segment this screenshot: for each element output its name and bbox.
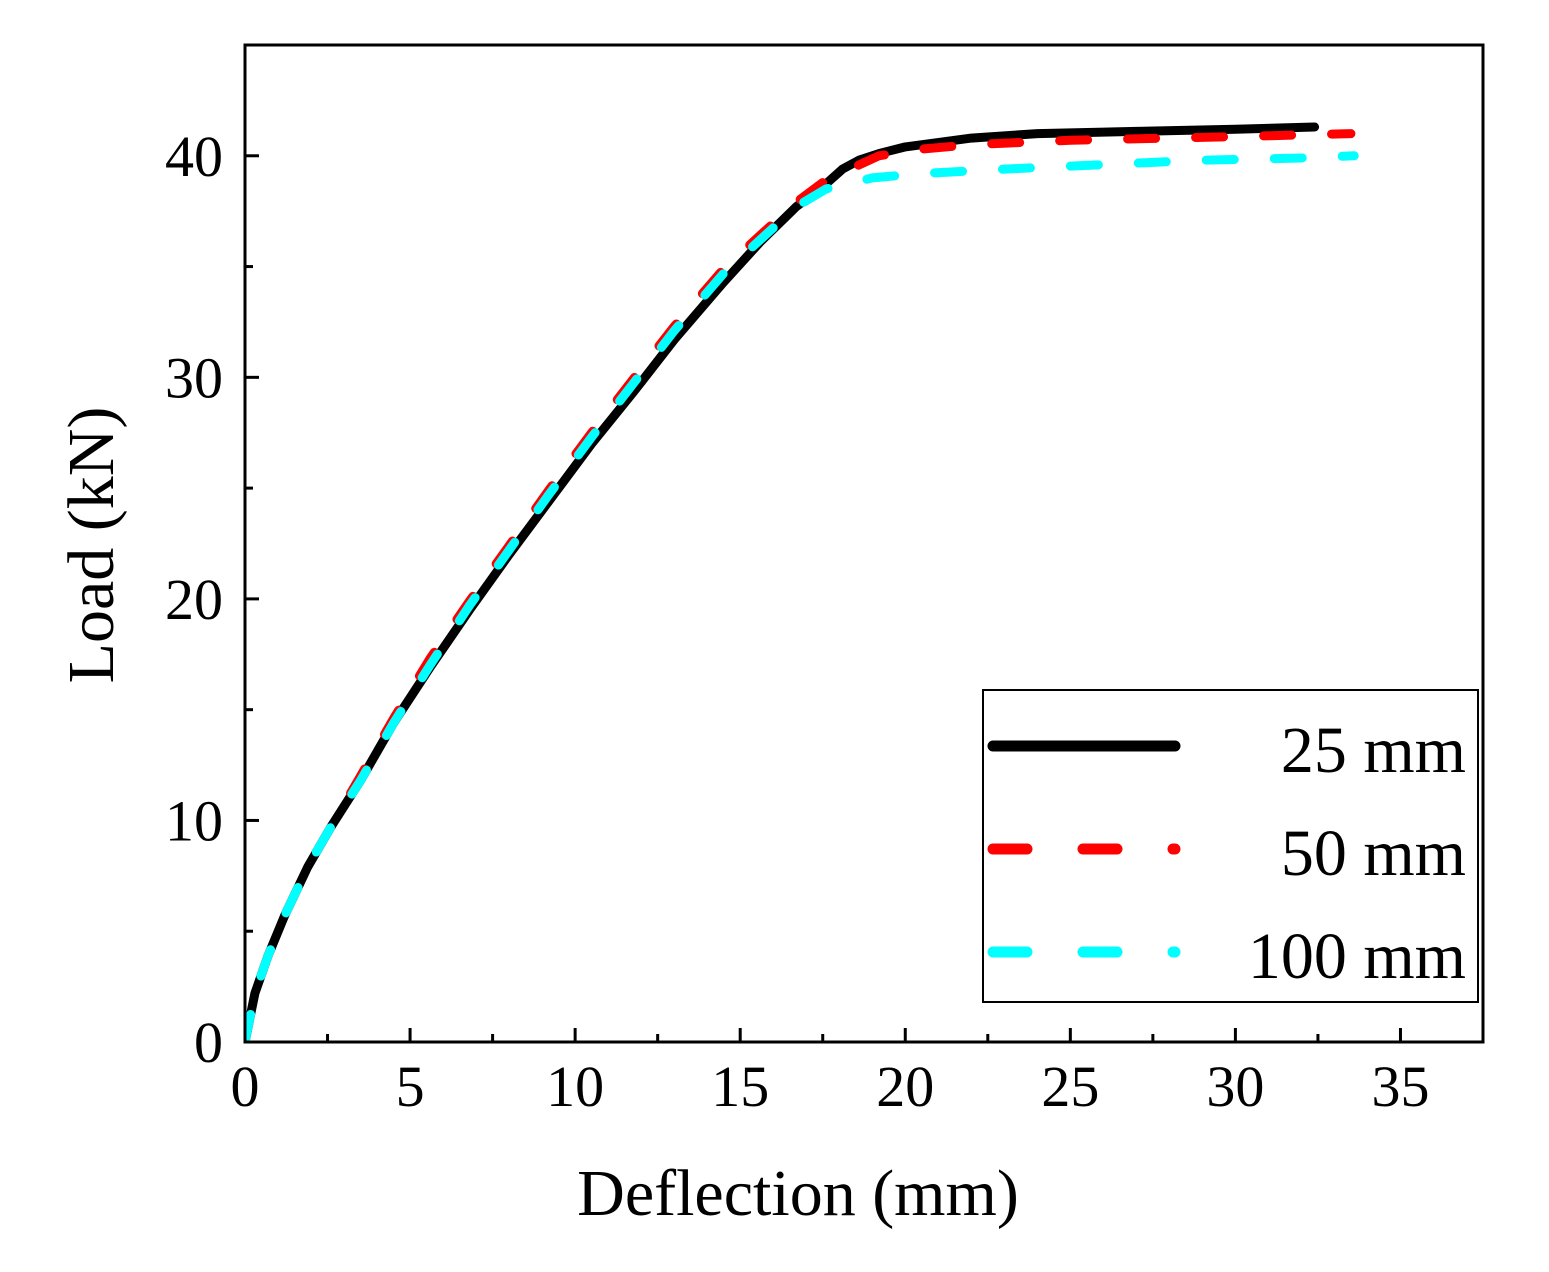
legend: 25 mm 50 mm 100 mm xyxy=(982,689,1479,1003)
x-tick-label: 15 xyxy=(711,1054,769,1119)
x-tick-label: 0 xyxy=(231,1054,260,1119)
y-tick-label: 10 xyxy=(165,788,223,853)
y-tick-label: 20 xyxy=(165,567,223,632)
x-tick-label: 25 xyxy=(1041,1054,1099,1119)
x-axis-title: Deflection (mm) xyxy=(577,1157,1019,1230)
y-tick-label: 40 xyxy=(165,124,223,189)
legend-label-1: 25 mm xyxy=(1281,714,1466,787)
x-tick-label: 30 xyxy=(1206,1054,1264,1119)
series-layer xyxy=(245,122,1359,1042)
plot-frame xyxy=(243,43,1485,1044)
legend-label-3: 100 mm xyxy=(1248,920,1466,993)
y-tick-label: 0 xyxy=(194,1010,223,1075)
y-axis-ticks: 0 10 20 30 40 xyxy=(165,43,259,1075)
x-axis-ticks: 0 5 10 15 20 25 30 35 xyxy=(231,1028,1485,1119)
x-tick-label: 5 xyxy=(396,1054,425,1119)
legend-label-2: 50 mm xyxy=(1281,817,1466,890)
x-tick-label: 35 xyxy=(1371,1054,1429,1119)
y-tick-label: 30 xyxy=(165,345,223,410)
y-axis-title: Load (kN) xyxy=(55,407,128,684)
x-tick-label: 10 xyxy=(546,1054,604,1119)
x-tick-label: 20 xyxy=(876,1054,934,1119)
